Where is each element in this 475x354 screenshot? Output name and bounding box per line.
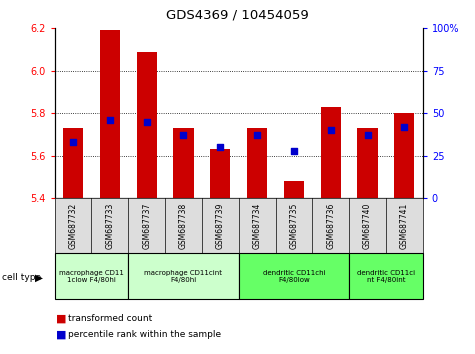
Text: ■: ■ <box>56 314 66 324</box>
Point <box>400 124 408 130</box>
Bar <box>349 253 423 299</box>
Text: GSM687734: GSM687734 <box>253 202 262 249</box>
Point <box>217 144 224 150</box>
Text: GSM687741: GSM687741 <box>400 202 409 249</box>
Bar <box>55 253 128 299</box>
Text: GSM687737: GSM687737 <box>142 202 151 249</box>
Point <box>106 117 114 123</box>
Bar <box>284 181 304 198</box>
Bar <box>238 253 349 299</box>
Point <box>290 148 298 154</box>
Text: macrophage CD11
1clow F4/80hi: macrophage CD11 1clow F4/80hi <box>59 270 124 282</box>
Bar <box>321 107 341 198</box>
Bar <box>357 128 378 198</box>
Bar <box>128 253 238 299</box>
Point <box>364 132 371 138</box>
Text: dendritic CD11ci
nt F4/80int: dendritic CD11ci nt F4/80int <box>357 270 415 282</box>
Text: GDS4369 / 10454059: GDS4369 / 10454059 <box>166 9 309 22</box>
Text: dendritic CD11chi
F4/80low: dendritic CD11chi F4/80low <box>263 270 325 282</box>
Text: GSM687733: GSM687733 <box>105 202 114 249</box>
Text: percentile rank within the sample: percentile rank within the sample <box>68 330 221 339</box>
Text: cell type: cell type <box>2 273 41 282</box>
Text: GSM687732: GSM687732 <box>68 202 77 249</box>
Text: GSM687735: GSM687735 <box>289 202 298 249</box>
Point <box>180 132 187 138</box>
Text: GSM687740: GSM687740 <box>363 202 372 249</box>
Point <box>253 132 261 138</box>
Bar <box>247 128 267 198</box>
Bar <box>63 128 83 198</box>
Text: GSM687736: GSM687736 <box>326 202 335 249</box>
Point <box>69 139 77 145</box>
Bar <box>173 128 194 198</box>
Text: GSM687738: GSM687738 <box>179 202 188 249</box>
Bar <box>136 52 157 198</box>
Point <box>327 127 334 133</box>
Bar <box>394 113 415 198</box>
Text: ▶: ▶ <box>35 273 43 283</box>
Text: macrophage CD11cint
F4/80hi: macrophage CD11cint F4/80hi <box>144 270 222 282</box>
Bar <box>100 30 120 198</box>
Text: GSM687739: GSM687739 <box>216 202 225 249</box>
Point <box>143 119 151 125</box>
Text: ■: ■ <box>56 330 66 339</box>
Text: transformed count: transformed count <box>68 314 152 323</box>
Bar <box>210 149 230 198</box>
